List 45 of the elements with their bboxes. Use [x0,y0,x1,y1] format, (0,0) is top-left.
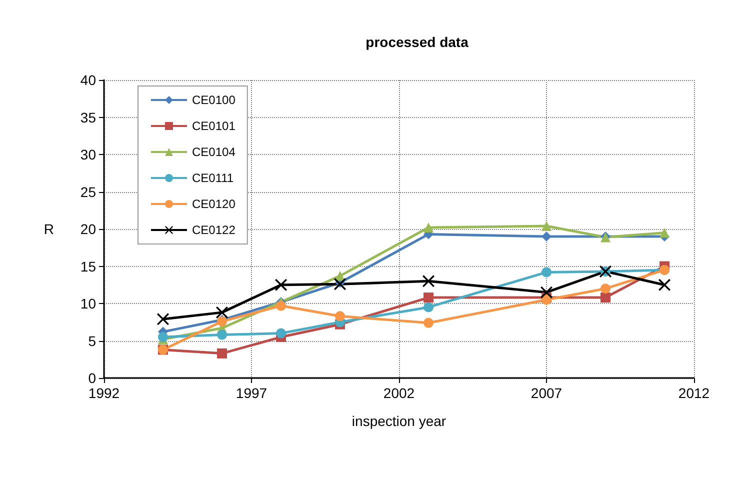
chart-title: processed data [366,34,469,50]
legend-label: CE0122 [192,223,236,237]
y-tick-label: 0 [88,370,96,386]
x-tick-label: 1997 [236,385,268,401]
point [658,278,670,291]
y-tick-label: 15 [80,258,96,274]
legend-label: CE0104 [192,145,236,159]
point [660,228,670,238]
point [335,311,345,322]
y-tick-label: 30 [80,146,96,162]
y-tick-label: 25 [80,184,96,200]
y-tick-label: 35 [80,109,96,126]
point [217,330,227,340]
point [422,275,434,288]
point [424,222,434,233]
y-tick-label: 10 [80,296,96,312]
point [424,292,434,303]
x-tick-label: 2007 [530,385,562,401]
point [600,292,610,303]
x-tick-label: 1992 [88,385,120,401]
point [216,306,228,318]
point [424,302,434,312]
point [540,286,552,298]
legend-label: CE0101 [192,119,236,133]
x-tick-label: 2012 [678,385,710,401]
point [276,300,286,311]
point [217,348,227,358]
point [542,267,552,278]
point [276,328,286,338]
point [334,278,346,290]
legend-label: CE0100 [192,93,236,107]
point [275,278,287,291]
point [424,318,434,328]
y-tick-label: 5 [88,332,96,349]
y-axis-title: R [44,221,54,237]
legend-label: CE0111 [192,171,234,185]
point [600,284,610,294]
x-axis-title: inspection year [352,413,446,429]
point [157,313,169,326]
x-tick-label: 2002 [383,385,415,401]
legend-label: CE0120 [192,197,236,211]
y-tick-label: 40 [80,72,96,88]
y-tick-label: 20 [80,221,96,237]
point [542,231,552,242]
point [542,221,552,232]
